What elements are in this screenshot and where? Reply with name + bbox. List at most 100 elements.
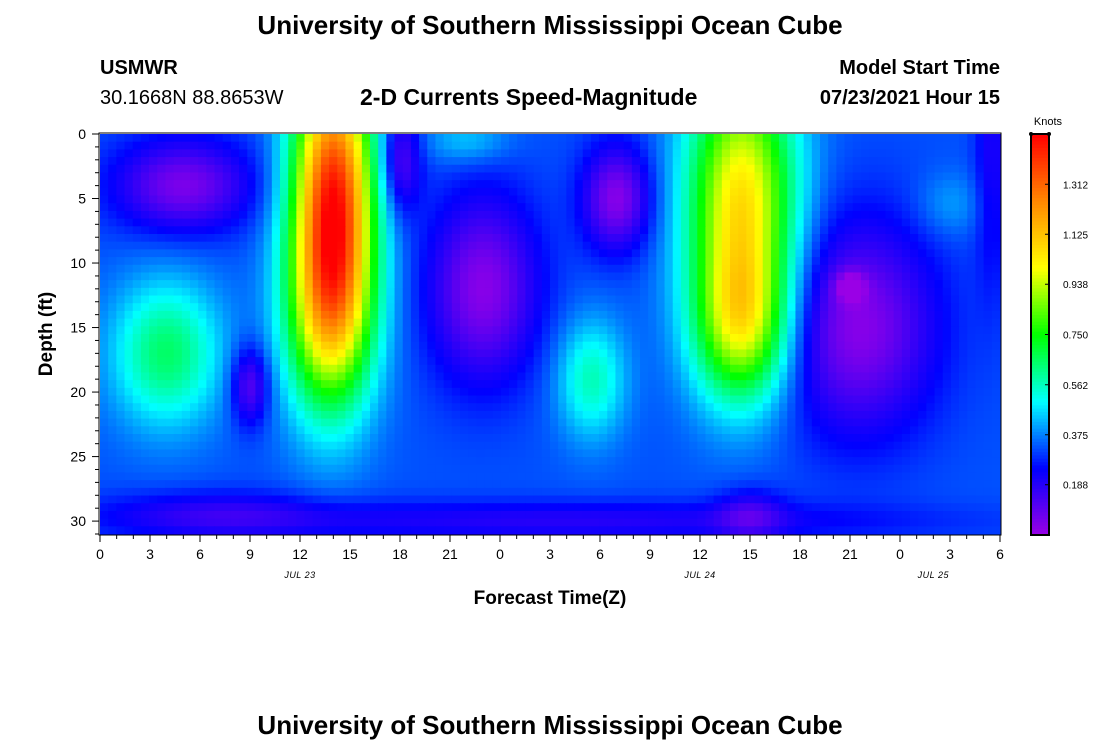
heatmap-cell [869, 134, 878, 143]
heatmap-cell [149, 287, 158, 297]
heatmap-cell [975, 380, 985, 389]
heatmap-cell [599, 218, 608, 227]
heatmap-cell [541, 134, 551, 143]
heatmap-cell [836, 210, 846, 220]
heatmap-cell [680, 426, 690, 435]
heatmap-cell [885, 380, 895, 389]
heatmap-cell [770, 272, 780, 281]
heatmap-cell [345, 464, 355, 474]
heatmap-cell [844, 357, 854, 366]
heatmap-cell [525, 226, 535, 235]
heatmap-cell [533, 472, 543, 481]
heatmap-cell [222, 426, 232, 435]
heatmap-cell [656, 195, 666, 204]
heatmap-cell [410, 241, 420, 250]
heatmap-cell [942, 380, 952, 389]
heatmap-cell [443, 472, 453, 481]
heatmap-cell [304, 395, 314, 404]
heatmap-cell [689, 310, 698, 320]
heatmap-cell [656, 380, 666, 389]
heatmap-cell [443, 295, 453, 304]
heatmap-cell [885, 387, 895, 397]
heatmap-cell [320, 434, 330, 443]
heatmap-cell [934, 172, 944, 181]
heatmap-cell [852, 295, 862, 304]
heatmap-cell [901, 464, 911, 474]
heatmap-cell [140, 318, 150, 327]
heatmap-cell [607, 226, 617, 235]
heatmap-cell [640, 195, 649, 204]
heatmap-cell [255, 380, 265, 389]
heatmap-cell [296, 303, 306, 312]
heatmap-cell [525, 303, 535, 312]
heatmap-cell [721, 303, 731, 312]
heatmap-cell [893, 257, 903, 266]
heatmap-cell [263, 341, 273, 350]
heatmap-cell [656, 441, 666, 450]
heatmap-cell [795, 310, 805, 320]
heatmap-cell [860, 257, 870, 266]
heatmap-cell [296, 441, 306, 450]
heatmap-cell [599, 349, 608, 358]
heatmap-cell [738, 441, 747, 450]
heatmap-cell [140, 280, 150, 289]
heatmap-cell [132, 149, 142, 158]
heatmap-cell [590, 310, 600, 320]
heatmap-cell [239, 172, 248, 181]
heatmap-cell [329, 395, 338, 404]
heatmap-cell [468, 303, 477, 312]
heatmap-cell [460, 410, 469, 420]
heatmap-cell [582, 403, 592, 412]
heatmap-cell [820, 434, 829, 443]
heatmap-cell [263, 380, 273, 389]
heatmap-cell [762, 326, 772, 335]
heatmap-cell [877, 195, 887, 204]
heatmap-cell [950, 434, 960, 443]
heatmap-cell [836, 157, 846, 166]
heatmap-cell [705, 257, 715, 266]
heatmap-cell [484, 218, 494, 227]
heatmap-cell [901, 403, 911, 412]
heatmap-cell [885, 372, 895, 381]
heatmap-cell [672, 195, 682, 204]
heatmap-cell [247, 164, 257, 174]
heatmap-cell [656, 418, 666, 427]
heatmap-cell [541, 349, 551, 358]
heatmap-cell [910, 203, 919, 212]
heatmap-cell [149, 418, 158, 427]
heatmap-cell [214, 364, 224, 374]
heatmap-cell [190, 203, 199, 212]
heatmap-cell [852, 241, 862, 250]
heatmap-cell [697, 164, 707, 174]
heatmap-cell [877, 234, 887, 243]
heatmap-cell [190, 218, 199, 227]
heatmap-cell [320, 418, 330, 427]
heatmap-cell [157, 326, 167, 335]
heatmap-cell [754, 380, 764, 389]
heatmap-cell [427, 334, 437, 343]
heatmap-cell [157, 264, 167, 274]
heatmap-cell [361, 172, 371, 181]
heatmap-cell [410, 187, 420, 197]
heatmap-cell [558, 134, 567, 143]
heatmap-cell [124, 226, 134, 235]
heatmap-cell [386, 295, 396, 304]
heatmap-cell [509, 241, 518, 250]
heatmap-cell [779, 318, 788, 327]
heatmap-cell [410, 134, 420, 143]
heatmap-cell [558, 464, 567, 474]
heatmap-cell [893, 195, 903, 204]
heatmap-cell [173, 303, 183, 312]
heatmap-cell [329, 387, 338, 397]
heatmap-cell [910, 264, 919, 274]
heatmap-cell [607, 303, 617, 312]
heatmap-cell [991, 464, 1001, 474]
heatmap-cell [320, 395, 330, 404]
heatmap-cell [959, 464, 968, 474]
heatmap-cell [492, 303, 502, 312]
heatmap-cell [247, 157, 257, 166]
heatmap-cell [460, 241, 469, 250]
heatmap-cell [337, 395, 347, 404]
heatmap-cell [623, 203, 633, 212]
heatmap-cell [517, 257, 527, 266]
